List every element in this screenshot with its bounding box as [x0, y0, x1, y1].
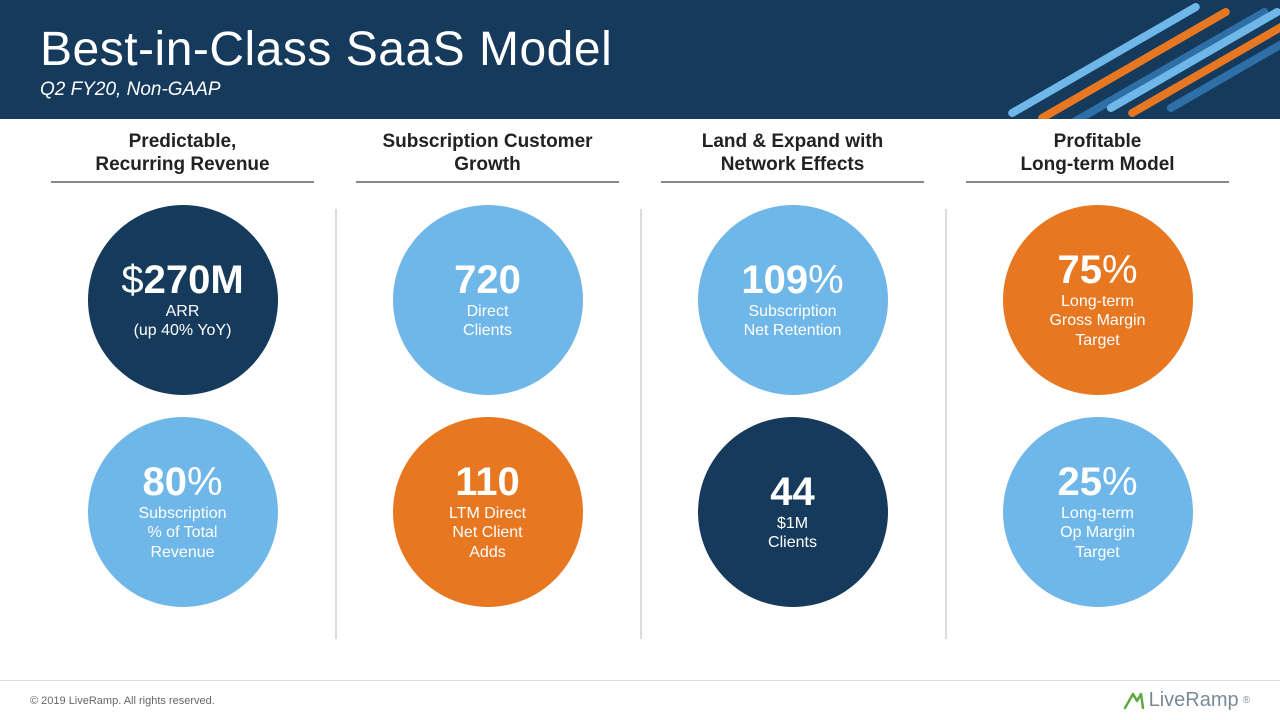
- decorative-stripes: [1040, 0, 1280, 119]
- liveramp-logo: LiveRamp®: [1123, 689, 1250, 712]
- metric-op-margin-target: 25% Long-term Op Margin Target: [1003, 417, 1193, 607]
- logo-text: LiveRamp: [1149, 689, 1239, 712]
- metric-subscription-pct: 80% Subscription % of Total Revenue: [88, 417, 278, 607]
- metric-gross-margin-target: 75% Long-term Gross Margin Target: [1003, 205, 1193, 395]
- copyright-text: © 2019 LiveRamp. All rights reserved.: [30, 695, 215, 707]
- metric-desc: Long-term Gross Margin Target: [1049, 292, 1145, 350]
- column-profitable: Profitable Long-term Model 75% Long-term…: [945, 129, 1250, 659]
- metric-desc: Long-term Op Margin Target: [1060, 504, 1135, 562]
- column-land-expand: Land & Expand with Network Effects 109% …: [640, 129, 945, 659]
- metric-net-retention: 109% Subscription Net Retention: [698, 205, 888, 395]
- metric-desc: Subscription Net Retention: [744, 302, 842, 340]
- metric-desc: ARR (up 40% YoY): [134, 302, 232, 340]
- column-recurring-revenue: Predictable, Recurring Revenue $270M ARR…: [30, 129, 335, 659]
- metric-direct-clients: 720 Direct Clients: [393, 205, 583, 395]
- column-title: Profitable Long-term Model: [966, 129, 1228, 183]
- slide-footer: © 2019 LiveRamp. All rights reserved. Li…: [0, 680, 1280, 720]
- column-title: Predictable, Recurring Revenue: [51, 129, 313, 183]
- column-customer-growth: Subscription Customer Growth 720 Direct …: [335, 129, 640, 659]
- column-title: Land & Expand with Network Effects: [661, 129, 923, 183]
- metric-1m-clients: 44 $1M Clients: [698, 417, 888, 607]
- metric-desc: $1M Clients: [768, 514, 817, 552]
- metrics-grid: Predictable, Recurring Revenue $270M ARR…: [0, 119, 1280, 659]
- metric-desc: Direct Clients: [463, 302, 512, 340]
- logo-icon: [1123, 690, 1145, 712]
- metric-arr: $270M ARR (up 40% YoY): [88, 205, 278, 395]
- metric-net-client-adds: 110 LTM Direct Net Client Adds: [393, 417, 583, 607]
- metric-desc: LTM Direct Net Client Adds: [449, 504, 526, 562]
- slide-header: Best-in-Class SaaS Model Q2 FY20, Non-GA…: [0, 0, 1280, 119]
- metric-desc: Subscription % of Total Revenue: [138, 504, 226, 562]
- column-title: Subscription Customer Growth: [356, 129, 618, 183]
